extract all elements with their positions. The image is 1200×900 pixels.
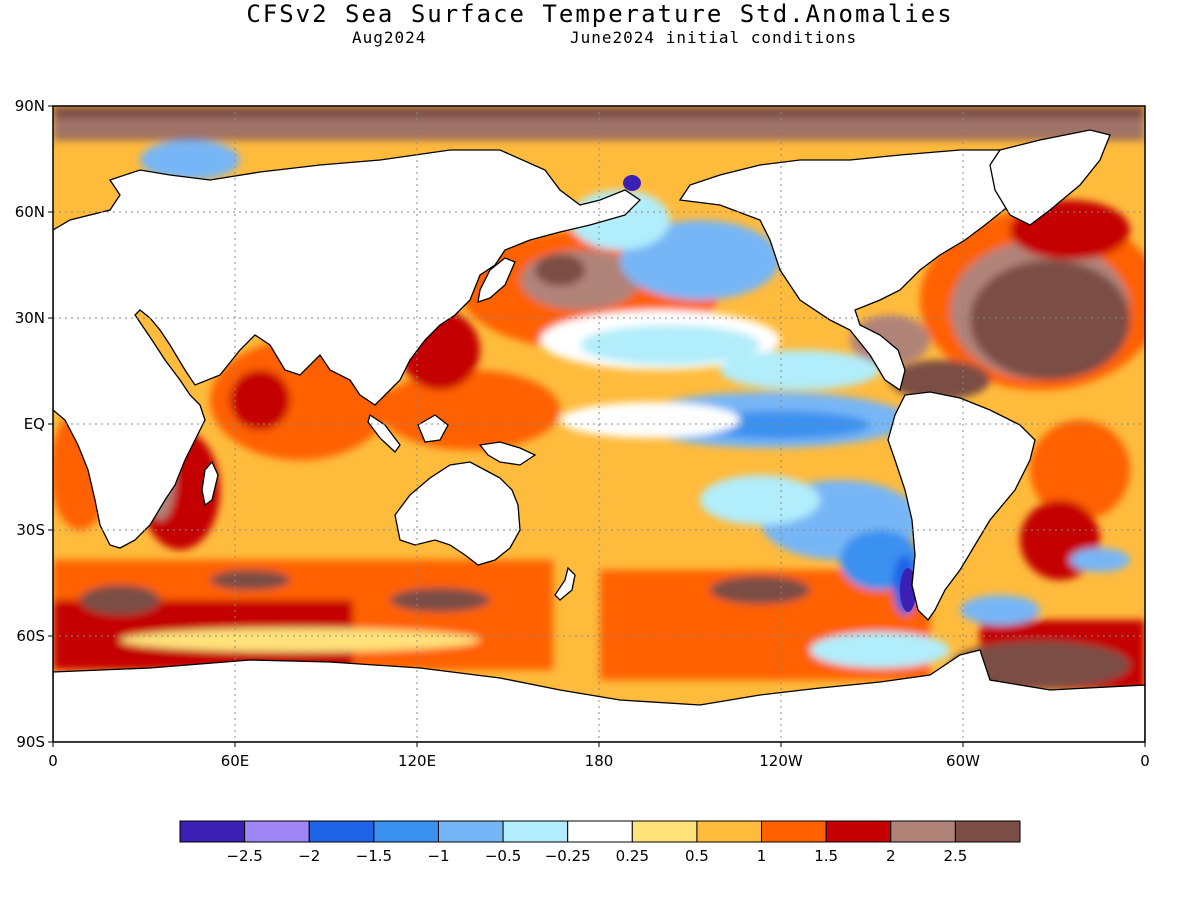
- colorbar-swatch: [954, 820, 1021, 843]
- colorbar-swatch: [825, 820, 892, 843]
- eurasia-africa-land: [53, 149, 642, 549]
- lon-tick-label: 60W: [946, 752, 980, 770]
- sumatra-land: [367, 413, 401, 453]
- colorbar-tick-label: 2: [886, 847, 896, 865]
- plot-area: [53, 106, 1145, 742]
- colorbar-swatch: [502, 820, 569, 843]
- colorbar-tick-label: −0.25: [545, 847, 591, 865]
- colorbar-tick-label: 0.25: [616, 847, 649, 865]
- new-guinea-land: [478, 441, 537, 466]
- lon-tick-label: 120W: [759, 752, 803, 770]
- lon-tick-label: 0: [1140, 752, 1150, 770]
- greenland-land: [989, 129, 1111, 226]
- lat-tick-label: EQ: [24, 415, 45, 433]
- colorbar: −2.5 −2 −1.5 −1 −0.5 −0.25 0.25 0.5 1 1.5 2 2.5: [179, 820, 1021, 865]
- colorbar-swatch: [890, 820, 956, 843]
- colorbar-tick-label: −2.5: [226, 847, 262, 865]
- longitude-axis: 0 60E 120E 180 120W 60W 0: [48, 742, 1150, 770]
- new-zealand-land: [554, 566, 576, 601]
- colorbar-tick-label: 2.5: [943, 847, 967, 865]
- lon-tick-label: 180: [585, 752, 614, 770]
- lon-tick-label: 120E: [398, 752, 436, 770]
- colorbar-swatch: [567, 820, 633, 843]
- japan-land: [477, 257, 516, 303]
- borneo-land: [417, 414, 449, 443]
- lon-tick-label: 0: [48, 752, 58, 770]
- map-title: CFSv2 Sea Surface Temperature Std.Anomal…: [246, 0, 954, 28]
- colorbar-tick-label: −1.5: [356, 847, 392, 865]
- colorbar-swatch: [244, 820, 310, 843]
- lat-tick-label: 30N: [15, 309, 45, 327]
- madagascar-land: [201, 460, 219, 507]
- gridlines: [53, 106, 1145, 742]
- colorbar-tick-label: 1: [757, 847, 767, 865]
- north-america-land: [678, 139, 1091, 392]
- colorbar-tick-label: −2: [298, 847, 320, 865]
- lat-tick-label: 90N: [15, 97, 45, 115]
- colorbar-swatch: [631, 820, 698, 843]
- lon-tick-label: 60E: [221, 752, 250, 770]
- antarctica-land: [53, 649, 1145, 742]
- latitude-axis: 90N 60N 30N EQ 30S 60S 90S: [15, 97, 53, 751]
- lat-tick-label: 90S: [16, 733, 45, 751]
- init-conditions-label: June2024 initial conditions: [570, 28, 858, 47]
- colorbar-swatch: [761, 820, 827, 843]
- colorbar-swatch: [373, 820, 439, 843]
- colorbar-swatch: [179, 820, 246, 843]
- south-america-land: [887, 391, 1036, 622]
- lat-tick-label: 60N: [15, 203, 45, 221]
- colorbar-tick-label: 0.5: [685, 847, 709, 865]
- colorbar-swatch: [437, 820, 504, 843]
- land-masses: [53, 129, 1145, 742]
- colorbar-swatch: [696, 820, 763, 843]
- colorbar-tick-label: 1.5: [814, 847, 838, 865]
- colorbar-tick-label: −1: [427, 847, 449, 865]
- colorbar-swatch: [308, 820, 375, 843]
- lat-tick-label: 30S: [16, 521, 45, 539]
- valid-month-label: Aug2024: [352, 28, 427, 47]
- colorbar-tick-label: −0.5: [485, 847, 521, 865]
- lat-tick-label: 60S: [16, 627, 45, 645]
- australia-land: [394, 461, 521, 566]
